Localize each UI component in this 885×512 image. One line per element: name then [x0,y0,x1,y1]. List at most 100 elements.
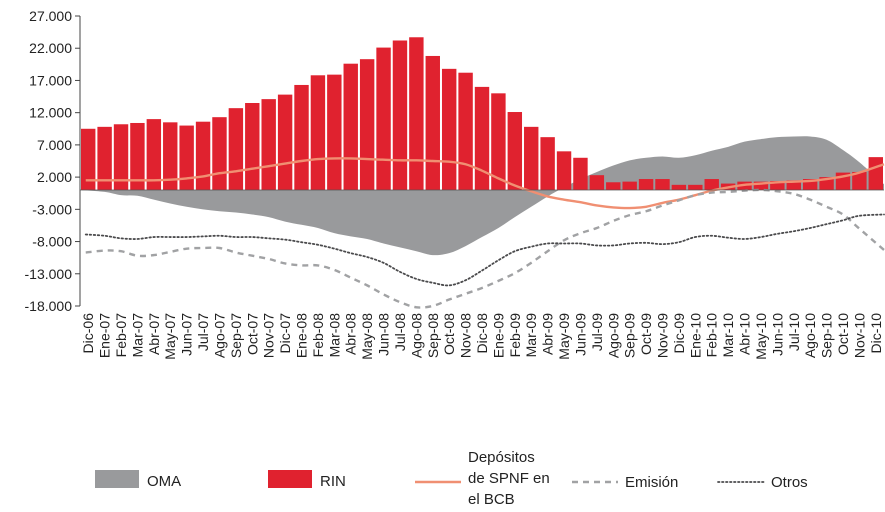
rin-bar-Feb-07 [113,124,129,190]
y-tick-label: -18.000 [25,298,73,314]
x-tick-label: Ago-07 [211,313,227,358]
rin-bar-Ago-10 [802,179,818,190]
rin-bar-May-08 [359,59,375,191]
legend-label: Emisión [625,474,678,491]
rin-bar-May-10 [753,181,769,190]
oma-area-layer [80,136,884,256]
rin-bar-Mar-07 [130,122,145,190]
x-tick-label: Jun-08 [376,313,392,356]
x-tick-label: Ago-08 [408,313,424,358]
x-tick-label: Nov-10 [851,313,867,358]
rin-bar-Ene-07 [97,126,112,190]
x-tick-label: Mar-10 [720,313,736,358]
x-tick-label: Jun-10 [769,313,785,356]
rin-bar-Nov-09 [655,179,670,190]
rin-bar-Feb-10 [704,179,719,190]
rin-bar-Ago-08 [409,37,424,190]
rin-bar-Dic-07 [277,94,293,190]
line-dep-sitos-de-spnf-en-el-bcb [85,157,885,210]
rin-bar-Nov-08 [458,72,473,190]
legend-item-emisi-n: Emisión [572,474,678,491]
y-tick-label: -13.000 [25,266,73,282]
x-tick-label: May-08 [359,313,375,360]
rin-bar-Jul-08 [392,40,408,190]
x-tick-label: Abr-10 [737,313,753,355]
rin-bar-Ago-09 [606,182,621,190]
rin-bar-Jun-08 [376,47,391,190]
rin-bar-Jun-10 [770,180,785,190]
rin-bar-Dic-08 [474,86,490,190]
legend-item-otros: Otros [717,474,808,491]
line-otros [84,213,885,287]
rin-bar-Ene-10 [688,184,703,190]
x-tick-label: Oct-08 [441,313,457,355]
x-tick-label: Jul-07 [195,313,211,351]
rin-bar-Abr-07 [146,119,162,190]
rin-bar-Ago-07 [212,117,227,190]
y-tick-label: 7.000 [37,137,72,153]
rin-bar-Jun-09 [573,157,588,190]
legend-swatch [95,470,139,488]
rin-bar-Jul-09 [589,175,605,190]
rin-bar-Dic-09 [671,184,687,190]
rin-bar-Sep-07 [228,108,244,190]
rin-bar-Feb-09 [507,112,523,190]
legend-label: OMA [147,473,181,490]
rin-bar-Feb-08 [310,75,326,190]
x-tick-label: Abr-08 [343,313,359,355]
x-tick-label: Mar-07 [129,313,145,358]
y-tick-label: 27.000 [29,8,72,24]
x-tick-label: Feb-08 [310,313,326,358]
rin-bar-Jul-10 [786,180,801,190]
x-tick-label: Nov-09 [654,313,670,358]
x-tick-label: May-09 [556,313,572,360]
rin-bar-Ene-08 [294,84,309,190]
axes: 27.000 22.000 17.000 12.000 7.000 2.000 -3.000… [25,8,884,360]
x-tick-label: Jun-09 [572,313,588,356]
x-tick-label: Nov-07 [261,313,277,358]
x-tick-label: Oct-09 [638,313,654,355]
y-tick-label: -3.000 [32,201,72,217]
line-series-layer [84,157,885,309]
x-tick-label: Mar-08 [326,313,342,358]
rin-bar-Mar-09 [524,126,539,190]
x-tick-label: Sep-09 [622,313,638,358]
y-tick-label: 17.000 [29,72,72,88]
x-tick-label: Mar-09 [523,313,539,358]
y-tick-label: -8.000 [32,234,72,250]
rin-bar-Dic-10 [868,157,883,190]
x-tick-label: Sep-07 [228,313,244,358]
x-tick-label: Ene-07 [97,313,113,358]
rin-bar-Ene-09 [491,93,506,190]
x-tick-label: Abr-07 [146,313,162,355]
rin-bar-Sep-08 [425,55,440,191]
x-tick-label: Jul-08 [392,313,408,351]
legend-label: Depósitos de SPNF en el BCB [468,449,550,508]
x-tick-label: Nov-08 [458,313,474,358]
x-tick-label: Sep-08 [425,313,441,358]
line-emisi-n [85,188,885,309]
rin-bar-Nov-07 [261,99,276,190]
y-tick-label: 22.000 [29,40,72,56]
rin-bar-Dic-06 [81,128,96,190]
rin-bar-Oct-09 [638,179,654,190]
legend-swatch [268,470,312,488]
rin-bar-May-07 [163,122,178,190]
x-tick-label: Dic-08 [474,313,490,354]
y-tick-label: 2.000 [37,169,72,185]
x-tick-label: Dic-06 [80,313,96,354]
x-tick-label: May-07 [162,313,178,360]
x-tick-label: Sep-10 [819,313,835,358]
x-tick-label: Abr-09 [540,313,556,355]
legend-label: Otros [771,474,808,491]
y-tick-label: 12.000 [29,105,72,121]
rin-bar-Mar-08 [327,74,342,190]
legend-label: RIN [320,473,346,490]
rin-bar-May-09 [556,151,572,190]
x-tick-label: Dic-07 [277,313,293,354]
oma-area [80,136,884,256]
x-tick-label: Jul-10 [786,313,802,351]
rin-bar-Jun-07 [179,125,194,190]
x-tick-label: Feb-10 [704,313,720,358]
